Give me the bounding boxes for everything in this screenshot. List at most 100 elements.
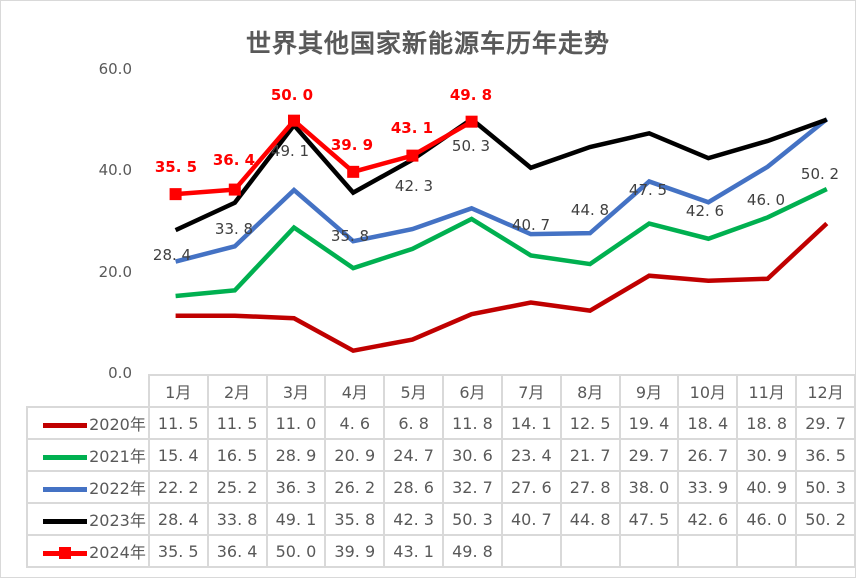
series-marker [169,188,182,201]
table-cell: 46. 0 [736,502,798,536]
table-cell: 50. 0 [265,534,327,568]
table-header-month: 2月 [206,374,268,408]
table-cell: 30. 6 [442,438,503,472]
data-label: 36. 4 [213,151,255,169]
table-cell: 21. 7 [559,438,621,472]
table-cell: 15. 4 [147,438,209,472]
table-cell: 42. 3 [383,502,445,536]
table-cell: 29. 7 [618,438,680,472]
series-line-2023年 [174,116,828,233]
table-cell: 25. 2 [206,470,268,504]
table-cell: 18. 8 [736,406,798,440]
legend-label: 2022年 [89,479,146,498]
chart-title: 世界其他国家新能源车历年走势 [245,29,610,58]
table-cell [795,534,856,568]
table-cell: 36. 3 [265,470,327,504]
series-line-2022年 [175,117,829,264]
data-label: 50. 0 [271,86,313,104]
table-header-month: 11月 [736,374,798,408]
series-marker [228,183,241,196]
table-header-month: 3月 [265,374,327,408]
legend-line-icon [43,519,88,524]
table-header-month: 1月 [147,374,209,408]
data-label: 43. 1 [391,119,433,137]
table-row: 2020年 11. 5 11. 5 11. 0 4. 6 6. 8 11. 8 14. 1 12… [26,406,856,440]
table-cell: 11. 5 [206,406,268,440]
legend-key: 2020年 [26,406,150,440]
table-cell [618,534,680,568]
data-label: 42. 6 [686,202,724,220]
table-cell: 27. 8 [559,470,621,504]
table-header-month: 6月 [442,374,503,408]
table-cell: 28. 6 [383,470,445,504]
series-marker [406,149,419,162]
series-marker [347,165,360,178]
series-line-2020年 [175,221,829,354]
table-cell: 50. 2 [795,502,856,536]
data-label: 44. 8 [571,201,609,219]
table-cell: 23. 4 [500,438,562,472]
series-line-2021年 [175,187,828,299]
table-cell: 36. 4 [206,534,268,568]
table-cell: 14. 1 [500,406,562,440]
data-table: 1月 2月 3月 4月 5月 6月 7月 8月 9月 10月 11月 12月 2020年 11. 5 11.… [26,374,856,568]
data-label: 49. 8 [450,86,492,104]
table-cell: 36. 5 [795,438,856,472]
series-marker [465,115,478,128]
table-cell: 16. 5 [206,438,268,472]
table-cell: 50. 3 [795,470,856,504]
table-cell: 39. 9 [324,534,386,568]
data-label: 49. 1 [271,142,309,160]
data-label: 33. 8 [215,220,253,238]
table-cell: 47. 5 [618,502,680,536]
table-cell: 19. 4 [618,406,680,440]
data-label: 39. 9 [331,136,373,154]
table-cell: 28. 4 [147,502,209,536]
table-cell: 6. 8 [383,406,445,440]
table-cell: 50. 3 [442,502,503,536]
table-header-month: 5月 [383,374,445,408]
table-header-month: 7月 [500,374,562,408]
legend-label: 2020年 [89,415,146,434]
table-cell: 22. 2 [147,470,209,504]
table-cell: 11. 5 [147,406,209,440]
series-line-2024年 [175,117,473,197]
legend-marker-icon [59,547,72,559]
table-cell: 35. 8 [324,502,386,536]
table-cell: 43. 1 [383,534,445,568]
table-cell: 40. 7 [500,502,562,536]
table-cell [559,534,621,568]
series-marker [288,114,300,127]
data-label: 50. 3 [452,137,490,155]
table-cell: 40. 9 [736,470,798,504]
legend-key: 2021年 [26,438,150,472]
table-cell [736,534,798,568]
table-header-month: 10月 [677,374,739,408]
table-row: 2023年 28. 4 33. 8 49. 1 35. 8 42. 3 50. 3 40. 7… [26,502,856,536]
table-cell: 24. 7 [383,438,445,472]
legend-line-icon [43,455,88,460]
table-cell: 12. 5 [559,406,621,440]
data-label: 40. 7 [512,216,550,234]
data-label: 28. 4 [153,246,191,264]
y-tick-label: 20.0 [98,262,132,281]
table-header-month: 4月 [324,374,386,408]
table-cell: 30. 9 [736,438,798,472]
table-cell: 4. 6 [324,406,386,440]
table-cell: 49. 8 [442,534,503,568]
table-cell: 28. 9 [265,438,327,472]
table-corner [27,375,150,408]
table-cell [677,534,739,568]
table-cell: 44. 8 [559,502,621,536]
table-cell: 33. 9 [677,470,739,504]
table-cell: 18. 4 [677,406,739,440]
y-tick-label: 40.0 [98,161,132,180]
legend-key: 2022年 [26,470,150,504]
table-header-month: 9月 [618,374,680,408]
data-label: 35. 5 [155,158,197,176]
table-cell: 32. 7 [442,470,503,504]
table-header-month: 12月 [795,374,856,408]
table-cell: 38. 0 [618,470,680,504]
data-label: 47. 5 [629,181,667,199]
